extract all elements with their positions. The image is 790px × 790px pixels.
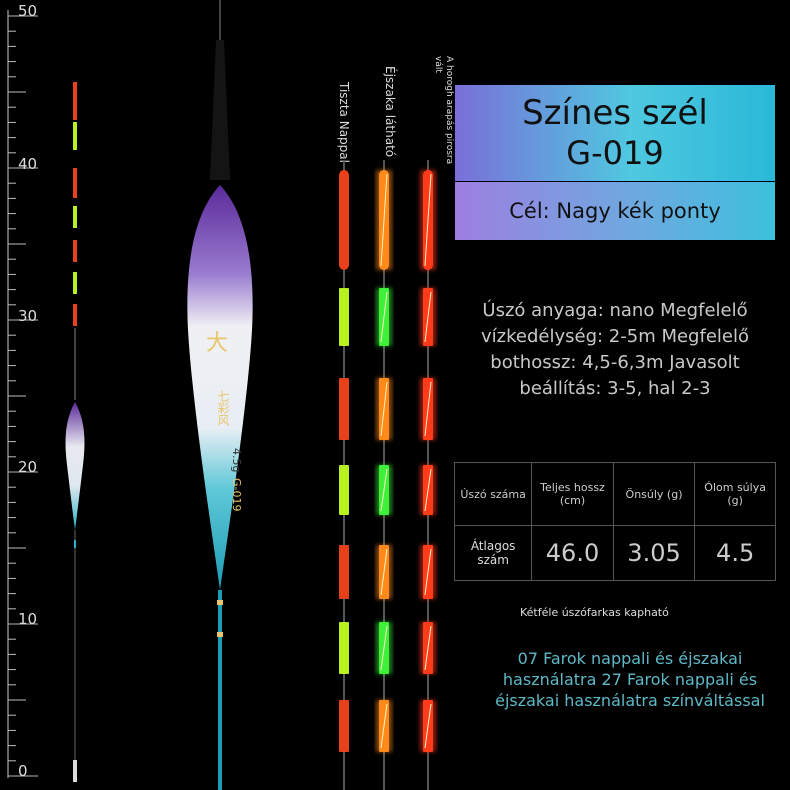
label-night-tip: Éjszaka látható	[383, 66, 397, 158]
night-tip-filament	[380, 548, 388, 596]
colorchange-tip-filament	[424, 625, 432, 671]
desc-line: vízkedélység: 2-5m Megfelelő	[481, 326, 749, 347]
colorchange-tip-filament	[424, 381, 432, 437]
ruler-label-30: 30	[18, 307, 38, 325]
ruler-ticks	[7, 10, 38, 778]
float-model-text: G-019	[230, 478, 243, 512]
spec-header-row: Úszó száma Teljes hossz (cm) Önsúly (g) …	[453, 462, 776, 526]
spec-header-cell: Teljes hossz (cm)	[531, 462, 614, 526]
day-tip-segment	[339, 378, 349, 440]
colorchange-tip-filament	[424, 173, 432, 267]
spec-header-cell: Önsúly (g)	[612, 462, 696, 526]
spec-value-weight: 3.05	[612, 525, 696, 581]
ruler-label-40: 40	[18, 155, 38, 173]
spec-table: Úszó száma Teljes hossz (cm) Önsúly (g) …	[453, 462, 776, 581]
tips-illustration	[339, 160, 436, 790]
colorchange-tip-filament	[424, 468, 432, 512]
colorchange-tip-filament	[424, 703, 432, 749]
product-title-box: Színes szél G-019	[455, 85, 775, 181]
night-tip-filament	[380, 291, 388, 343]
spec-value-row: Átlagos szám 46.0 3.05 4.5	[453, 525, 776, 581]
tail-usage-note: 07 Farok nappali és éjszakai használatra…	[495, 649, 765, 710]
label-day-tip: Tiszta Nappal	[337, 82, 351, 163]
small-float	[65, 82, 85, 782]
spec-row-label: Átlagos szám	[453, 525, 533, 581]
product-target: Cél: Nagy kék ponty	[455, 182, 775, 240]
day-tip-segment	[339, 545, 349, 599]
ruler-label-50: 50	[18, 2, 38, 20]
colorchange-tip-filament	[424, 548, 432, 596]
day-tip-segment	[339, 700, 349, 752]
float-brand-text: 七彩风	[216, 390, 230, 426]
product-name: Színes szél	[522, 93, 708, 133]
ruler-label-0: 0	[18, 762, 28, 780]
float-weight-text: 4.5g	[230, 448, 243, 473]
spec-value-lead: 4.5	[694, 525, 776, 581]
night-tip-filament	[380, 381, 388, 437]
ruler-label-10: 10	[18, 610, 38, 628]
night-tip-filament	[380, 468, 388, 512]
product-description: Úszó anyaga: nano Megfelelő vízkedélység…	[455, 298, 775, 402]
label-colorchange-tip: A horogh arapás pirosra vált	[433, 56, 454, 165]
spec-header-cell: Ólom súlya (g)	[694, 462, 776, 526]
night-tip-filament	[380, 703, 388, 749]
desc-line: bothossz: 4,5-6,3m Javasolt	[490, 352, 740, 373]
day-tip-segment	[339, 288, 349, 346]
tail-options-note: Kétféle úszófarkas kapható	[520, 606, 669, 619]
colorchange-tip-filament	[424, 291, 432, 343]
ruler-label-20: 20	[18, 458, 38, 476]
desc-line: Úszó anyaga: nano Megfelelő	[482, 300, 748, 321]
float-brand-mark: 大	[206, 331, 228, 356]
product-model: G-019	[566, 134, 664, 172]
main-float: 大	[187, 0, 253, 790]
spec-value-length: 46.0	[531, 525, 614, 581]
desc-line: beállítás: 3-5, hal 2-3	[519, 378, 711, 399]
day-tip-segment	[339, 465, 349, 515]
day-tip-segment	[339, 622, 349, 674]
day-tip-segment	[339, 170, 349, 270]
night-tip-filament	[380, 173, 388, 267]
night-tip-filament	[380, 625, 388, 671]
spec-header-cell: Úszó száma	[453, 462, 533, 526]
